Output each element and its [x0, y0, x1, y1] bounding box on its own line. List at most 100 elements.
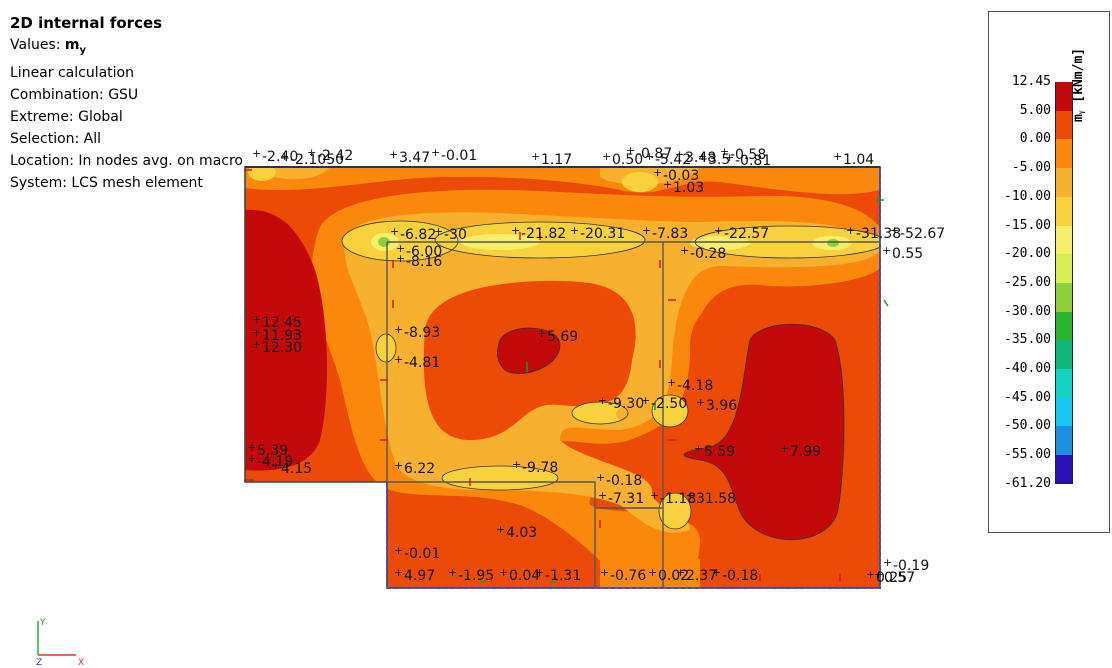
value-label: -21.82	[521, 226, 566, 242]
legend-color-swatch	[1055, 282, 1073, 312]
value-label: -0.01	[441, 148, 477, 164]
value-label: 11.93	[262, 328, 302, 344]
value-label: -4.81	[404, 355, 440, 371]
axis-y-label: Y	[39, 618, 46, 628]
value-label: -1.18	[660, 491, 696, 507]
node-cross-icon: +	[247, 441, 256, 454]
value-label: -2.42	[317, 148, 353, 164]
value-label: -0.28	[690, 246, 726, 262]
node-cross-icon: +	[694, 442, 703, 455]
value-label: 4.97	[404, 568, 435, 584]
legend-value-label: 5.00	[1019, 102, 1051, 118]
value-label: -6.00	[406, 244, 442, 260]
value-label: -0.81	[735, 153, 771, 169]
node-cross-icon: +	[535, 566, 544, 579]
node-cross-icon: +	[531, 150, 540, 163]
value-label: -6.82	[400, 227, 436, 243]
node-cross-icon: +	[496, 523, 505, 536]
legend-value-label: -45.00	[1004, 389, 1051, 405]
legend-color-swatch	[1055, 225, 1073, 255]
node-cross-icon: +	[602, 150, 611, 163]
node-cross-icon: +	[394, 323, 403, 336]
value-label: 31.58	[696, 491, 736, 507]
node-cross-icon: +	[389, 148, 398, 161]
node-cross-icon: +	[271, 459, 280, 472]
node-cross-icon: +	[252, 147, 261, 160]
value-label: 12.30	[262, 340, 302, 356]
value-label: -0.19	[893, 558, 929, 574]
legend-value-label: -55.00	[1004, 447, 1051, 463]
system-line: System: LCS mesh element	[10, 174, 203, 191]
legend-value-label: 0.00	[1019, 131, 1051, 147]
contour-lines	[341, 220, 880, 541]
legend-color-swatch	[1055, 139, 1073, 169]
node-cross-icon: +	[667, 376, 676, 389]
contour-plot-viewport[interactable]: -2.40+ -2.42+-2.1050+ 3.47+ -0.01+ 1.17+ 0.50…	[0, 0, 990, 610]
node-cross-icon: +	[890, 224, 899, 237]
node-cross-icon: +	[680, 244, 689, 257]
value-label: 5.69	[547, 329, 578, 345]
legend-unit-label: mᵧ [kNm/m]	[1071, 47, 1086, 123]
green-marks	[480, 199, 889, 583]
value-label: -31.38	[856, 226, 901, 242]
support-marks	[244, 169, 841, 582]
node-cross-icon: +	[833, 150, 842, 163]
node-cross-icon: +	[866, 568, 875, 581]
node-cross-icon: +	[645, 150, 654, 163]
legend-color-swatch	[1055, 369, 1073, 398]
value-label: 0.50	[612, 152, 643, 168]
legend-value-label: -35.00	[1004, 332, 1051, 348]
node-cross-icon: +	[641, 394, 650, 407]
legend-color-swatch	[1055, 311, 1073, 341]
value-label: 2.37	[686, 568, 717, 584]
node-cross-icon: +	[394, 544, 403, 557]
value-label: -5.42	[655, 152, 691, 168]
node-cross-icon: +	[252, 338, 261, 351]
node-cross-icon: +	[394, 459, 403, 472]
node-cross-icon: +	[714, 224, 723, 237]
node-cross-icon: +	[712, 566, 721, 579]
combination-line: Combination: GSU	[10, 86, 139, 103]
axis-x-label: X	[78, 658, 84, 667]
value-label: 7.99	[790, 444, 821, 460]
value-label: 1.03	[673, 180, 704, 196]
value-label: -52.67	[900, 226, 945, 242]
value-label: -0.18	[606, 473, 642, 489]
value-label: 0.57	[884, 570, 915, 586]
node-cross-icon: +	[396, 252, 405, 265]
value-label: -0.01	[404, 546, 440, 562]
legend-color-swatch	[1055, 196, 1073, 226]
legend-value-label: -25.00	[1004, 274, 1051, 290]
node-cross-icon: +	[537, 327, 546, 340]
axes-indicator: Y Z X	[36, 618, 84, 667]
value-label: -9.30	[608, 396, 644, 412]
node-cross-icon: +	[725, 151, 734, 164]
node-cross-icon: +	[882, 244, 891, 257]
node-cross-icon: +	[247, 452, 256, 465]
value-label: 1.04	[843, 152, 874, 168]
node-cross-icon: +	[883, 556, 892, 569]
value-label: -0.76	[610, 568, 646, 584]
value-label: 3.48	[685, 150, 716, 166]
value-label: 3.5	[708, 152, 730, 168]
node-cross-icon: +	[663, 178, 672, 191]
value-label: 3.47	[399, 150, 430, 166]
selection-line: Selection: All	[10, 130, 102, 147]
node-cross-icon: +	[698, 150, 707, 163]
node-cross-icon: +	[696, 396, 705, 409]
value-label: -2.1050	[290, 152, 344, 168]
legend-color-swatch	[1055, 168, 1073, 198]
legend-value-label: 12.45	[1011, 74, 1051, 89]
value-label: -2.40	[262, 149, 298, 165]
node-cross-icon: +	[650, 489, 659, 502]
legend-value-label: -10.00	[1004, 188, 1051, 204]
node-cross-icon: +	[780, 442, 789, 455]
legend-color-swatch	[1055, 454, 1073, 484]
value-label: -1.31	[545, 568, 581, 584]
value-label: -0.03	[663, 168, 699, 184]
location-line: Location: In nodes avg. on macro	[10, 152, 243, 169]
legend-color-swatch	[1055, 82, 1073, 111]
result-info-panel: 2D internal forces Values: my Linear cal…	[10, 12, 243, 194]
legend-value-label: -5.00	[1011, 160, 1051, 176]
node-cross-icon: +	[280, 150, 289, 163]
